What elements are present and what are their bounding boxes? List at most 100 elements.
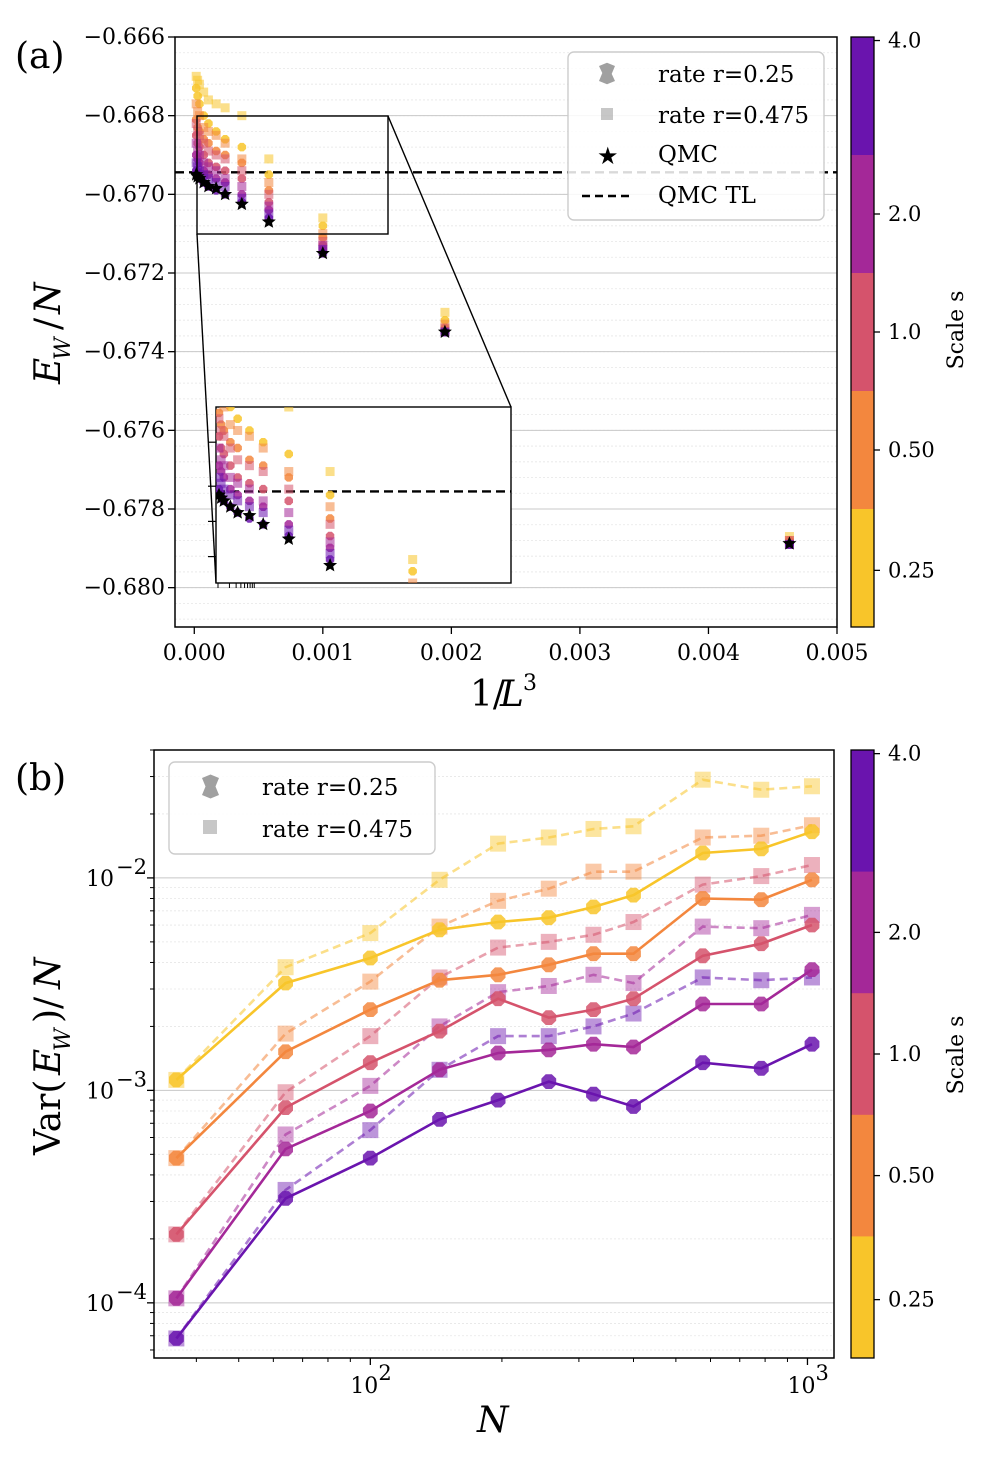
data-point-octagon xyxy=(626,1039,641,1055)
data-point-square xyxy=(803,857,820,874)
legend-qmc-tl: QMC TL xyxy=(658,183,756,209)
data-point-square xyxy=(219,356,228,365)
panel-a-label: (a) xyxy=(15,36,65,77)
inset-connector-left xyxy=(196,233,217,584)
inset-ticks xyxy=(208,441,255,588)
data-point-square xyxy=(753,972,770,989)
data-point-square xyxy=(277,1025,294,1042)
data-point-octagon xyxy=(362,1055,378,1071)
data-point-octagon xyxy=(278,1100,293,1115)
data-point-square xyxy=(325,549,335,559)
data-point-square xyxy=(277,1084,294,1101)
data-point-square xyxy=(585,926,602,943)
x-tick-label: 0.001 xyxy=(291,641,354,666)
data-point-square xyxy=(219,407,229,412)
data-point-square xyxy=(753,920,770,937)
qmc-star xyxy=(196,175,211,189)
data-point-octagon xyxy=(753,1060,769,1076)
svg-text:W: W xyxy=(51,1026,76,1051)
data-point-octagon xyxy=(586,1086,601,1102)
data-point-square xyxy=(753,781,770,798)
data-point-octagon xyxy=(192,131,201,140)
svg-text:)/: )/ xyxy=(28,996,69,1023)
qmc-star xyxy=(216,490,229,504)
data-point-octagon xyxy=(586,899,601,915)
data-point-octagon xyxy=(362,1150,378,1166)
data-point-octagon xyxy=(695,891,711,906)
data-point-square xyxy=(325,537,335,547)
data-point-square xyxy=(490,892,507,909)
data-point-square xyxy=(225,443,235,453)
data-point-square xyxy=(585,966,602,983)
data-point-square xyxy=(220,138,230,148)
data-point-square xyxy=(595,719,604,728)
data-point-square xyxy=(203,146,213,156)
panel-b-axes-frame xyxy=(153,749,835,1359)
data-point-square xyxy=(277,959,294,976)
colorbar-segment xyxy=(851,509,874,628)
panel-b-label: (b) xyxy=(15,758,66,799)
qmc-star xyxy=(209,181,224,195)
data-point-square xyxy=(233,455,243,465)
data-point-octagon xyxy=(695,845,711,861)
svg-text:N: N xyxy=(28,956,69,990)
data-point-square xyxy=(362,1077,379,1094)
data-point-octagon xyxy=(490,1092,506,1108)
data-point-square xyxy=(225,490,235,500)
qmc-star xyxy=(216,493,231,507)
legend-rate-025: rate r=0.25 xyxy=(262,775,398,801)
data-point-square xyxy=(211,130,221,140)
legend-square-marker xyxy=(203,820,217,834)
data-point-square xyxy=(362,973,379,990)
data-point-square xyxy=(220,181,230,191)
data-point-square xyxy=(244,431,254,441)
colorbar-tick-label: 0.25 xyxy=(888,1288,935,1312)
qmc-star xyxy=(323,558,338,572)
y-tick-label: −0.676 xyxy=(84,418,165,443)
qmc-star xyxy=(261,214,276,228)
data-point-square xyxy=(694,969,711,986)
colorbar-tick-label: 1.0 xyxy=(888,320,921,344)
data-point-octagon xyxy=(753,841,769,857)
data-point-octagon xyxy=(753,892,769,908)
data-point-octagon xyxy=(318,221,328,230)
y-tick-label: −0.668 xyxy=(84,104,165,129)
x-tick-exponent: 2 xyxy=(378,1361,391,1385)
data-point-square xyxy=(226,367,235,376)
data-point-octagon xyxy=(284,473,293,482)
svg-text:E: E xyxy=(28,1049,69,1076)
data-point-square xyxy=(258,443,268,453)
y-tick-label: 10 xyxy=(86,1079,114,1104)
data-point-square xyxy=(216,478,226,488)
colorbar-tick-label: 0.50 xyxy=(888,1164,935,1188)
data-point-square xyxy=(216,472,224,482)
data-point-square xyxy=(540,829,557,846)
series-line-dashed xyxy=(175,778,813,1081)
data-point-octagon xyxy=(325,490,335,500)
data-point-octagon xyxy=(169,1150,184,1166)
data-point-square xyxy=(258,467,268,477)
qmc-star xyxy=(234,196,249,211)
data-point-octagon xyxy=(237,158,247,168)
data-point-square xyxy=(244,484,254,494)
data-point-octagon xyxy=(362,1002,378,1017)
qmc-star xyxy=(256,517,271,531)
data-point-octagon xyxy=(595,720,603,728)
series-line-dashed xyxy=(175,976,813,1340)
data-point-square xyxy=(625,975,642,992)
data-point-square xyxy=(277,1126,294,1143)
data-point-square xyxy=(220,154,230,164)
colorbar-segment xyxy=(851,155,874,274)
data-point-octagon xyxy=(284,449,293,459)
y-tick-label: −0.674 xyxy=(84,340,165,365)
x-tick-label: 0.005 xyxy=(806,641,869,666)
data-point-octagon xyxy=(432,1112,447,1127)
x-tick-label: 0.004 xyxy=(677,641,740,666)
inset-connector-right xyxy=(387,115,512,408)
panel-b-colorbar: 4.0 2.0 1.0 0.50 0.25 xyxy=(850,742,935,1359)
legend-octagon-marker xyxy=(202,774,219,799)
data-point-square xyxy=(217,397,226,406)
data-point-square xyxy=(694,771,711,788)
data-point-octagon xyxy=(408,608,417,617)
